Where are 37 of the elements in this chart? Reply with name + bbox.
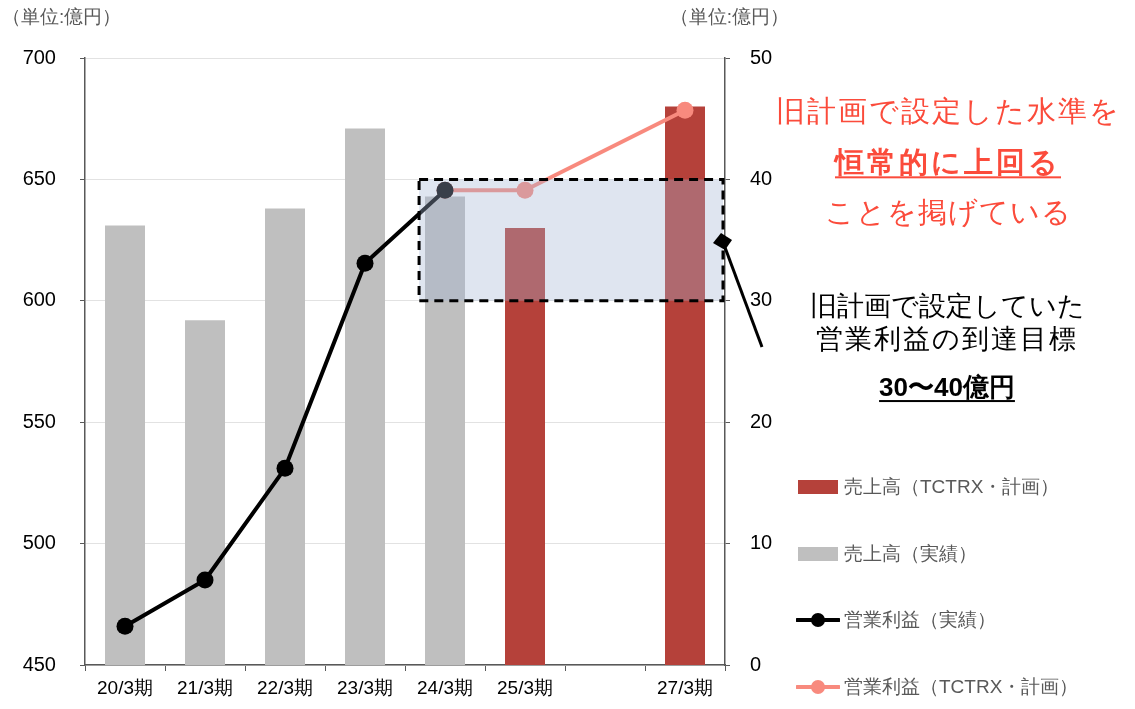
y-tick-label: 500 [22,531,56,554]
y-axis-title: （単位:億円） [2,6,122,28]
y2-tick-label: 50 [750,45,773,68]
text: ことを掲げている [824,196,1072,230]
x-tick-label: 20/3期 [97,676,153,698]
legend-label: 営業利益（TCTRX・計画） [844,675,1079,700]
point [516,181,534,199]
y-tick-label: 700 [22,45,56,68]
x-tick-label: 21/3期 [177,676,233,698]
y2-tick-label: 20 [750,409,773,432]
y2-tick-label: 30 [750,288,773,311]
x-tick-label: 22/3期 [257,676,313,698]
text: 旧計画で設定していた [809,291,1085,323]
point [356,254,374,272]
legend-label: 売上高（TCTRX・計画） [844,475,1060,499]
text: 旧計画で設定した水準を [775,95,1121,129]
text: 営業利益の到達目標 [816,324,1078,356]
y-tick-label: 600 [22,288,56,311]
x-tick-label: 23/3期 [337,676,393,698]
text: 恒常的に上回る [835,146,1061,180]
legend-label: 営業利益（実績） [844,608,996,633]
point [276,459,294,477]
y-tick-label: 650 [22,166,56,189]
x-tick-label: 24/3期 [417,676,473,698]
legend-label: 売上高（実績） [844,541,977,566]
point [676,101,694,119]
point [196,571,214,589]
y2-tick-label: 10 [750,531,773,554]
y2-axis-title: （単位:億円） [669,6,789,28]
text: 30〜40億円 [879,372,1015,403]
y-tick-label: 550 [22,409,56,432]
point [116,617,134,635]
x-tick-label: 27/3期 [657,676,713,698]
x-tick-label: 25/3期 [497,676,553,698]
y2-tick-label: 40 [750,166,773,189]
y2-tick-label: 0 [750,652,762,675]
y-tick-label: 450 [22,652,56,675]
